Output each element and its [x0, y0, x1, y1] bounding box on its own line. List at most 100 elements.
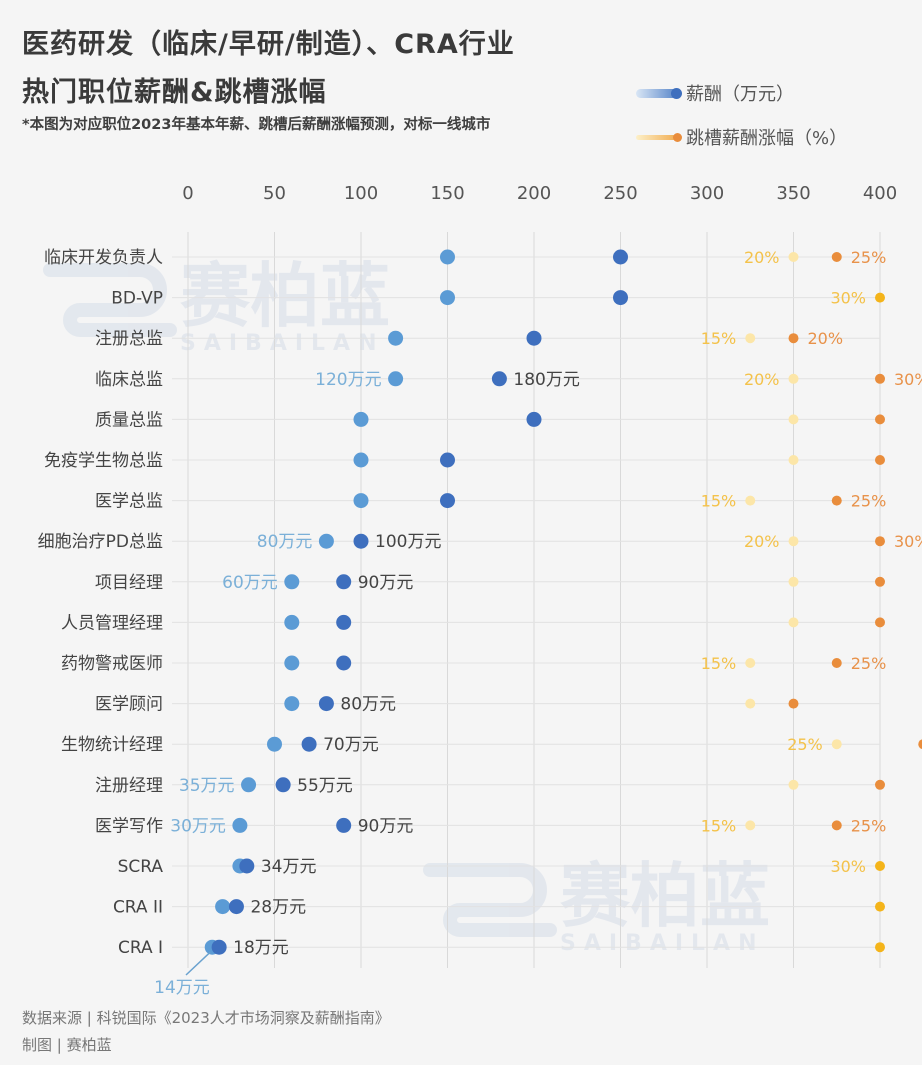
raise-max-label: 30%: [894, 370, 922, 389]
raise-single-dot: [875, 901, 885, 912]
legend-raise-label: 跳槽薪酬涨幅（%）: [686, 128, 848, 149]
salary-max-dot: [526, 411, 542, 427]
row-label: 人员管理经理: [61, 613, 163, 633]
legend-salary-swatch: [636, 87, 682, 99]
row-label: 生物统计经理: [61, 735, 163, 755]
gridlines: [187, 232, 881, 968]
x-tick-label: 100: [344, 183, 378, 204]
raise-max-dot: [788, 333, 799, 344]
salary-min-dot: [440, 249, 455, 265]
salary-max-dot: [336, 574, 352, 590]
raise-max-dot: [875, 373, 885, 384]
salary-min-dot: [215, 899, 231, 915]
x-tick-label: 250: [603, 183, 637, 204]
raise-min-label: 30%: [830, 857, 866, 876]
raise-min-dot: [831, 739, 842, 750]
salary-max-dot: [318, 696, 334, 712]
watermark-latin: SAIBAILAN: [180, 331, 385, 356]
x-tick-label: 50: [263, 183, 286, 204]
raise-max-dot: [831, 658, 842, 668]
salary-max-dot: [228, 899, 244, 915]
raise-max-label: 25%: [851, 248, 887, 267]
raise-min-label: 30%: [830, 289, 866, 308]
row-group: 药物警戒医师 15% 25%: [61, 654, 886, 674]
raise-min-dot: [788, 617, 799, 628]
raise-max-label: 25%: [851, 816, 887, 835]
salary-max-label: 100万元: [375, 532, 441, 552]
salary-min-dot: [284, 614, 300, 630]
row-group: 免疫学生物总监: [44, 451, 885, 471]
row-group: 医学总监 15% 25%: [95, 492, 886, 512]
raise-min-dot: [745, 333, 756, 344]
salary-max-label: 18万元: [233, 938, 289, 958]
salary-min-label: 30万元: [170, 816, 226, 836]
raise-max-dot: [875, 414, 885, 425]
raise-single-dot: [875, 292, 885, 303]
legend-raise-swatch: [636, 132, 682, 142]
raise-single-dot: [875, 861, 885, 871]
salary-min-label: 80万元: [257, 532, 313, 552]
x-tick-label: 400: [863, 183, 897, 204]
salary-max-dot: [336, 614, 352, 630]
watermark-brand: 赛柏蓝: [560, 855, 770, 937]
watermark-brand: 赛柏蓝: [180, 255, 390, 337]
row-label: 药物警戒医师: [61, 654, 163, 674]
salary-max-dot: [440, 493, 455, 509]
row-label: 医学总监: [95, 492, 163, 512]
salary-min-dot: [284, 574, 300, 590]
row-group: BD-VP 30%: [111, 289, 885, 309]
raise-min-label: 20%: [744, 370, 780, 389]
salary-min-dot: [318, 533, 334, 549]
salary-max-dot: [239, 858, 255, 874]
raise-max-dot: [788, 698, 799, 709]
salary-min-label: 120万元: [315, 370, 381, 390]
x-tick-label: 200: [517, 183, 551, 204]
raise-min-label: 15%: [701, 816, 737, 835]
salary-max-dot: [613, 290, 628, 306]
raise-min-label: 15%: [701, 492, 737, 511]
raise-max-dot: [875, 779, 885, 790]
raise-min-dot: [788, 252, 799, 262]
x-tick-label: 0: [182, 183, 193, 204]
salary-max-dot: [613, 249, 628, 265]
legend-salary: 薪酬（万元）: [636, 80, 794, 106]
salary-max-dot: [526, 330, 542, 346]
salary-min-dot: [353, 493, 369, 509]
raise-min-dot: [788, 414, 799, 425]
row-group: 人员管理经理: [61, 613, 885, 633]
chart-title-line1: 医药研发（临床/早研/制造）、CRA行业: [22, 29, 515, 60]
raise-min-dot: [745, 658, 756, 668]
raise-min-dot: [745, 820, 756, 831]
row-group: 项目经理 60万元 90万元: [95, 573, 885, 593]
watermark-logo-icon: [43, 263, 177, 337]
row-label: BD-VP: [111, 289, 163, 309]
raise-max-dot: [831, 252, 842, 262]
salary-max-dot: [440, 452, 455, 468]
row-group: 细胞治疗PD总监 80万元 100万元 20% 30%: [38, 532, 922, 552]
salary-max-label: 80万元: [340, 695, 396, 715]
salary-max-label: 180万元: [513, 370, 579, 390]
chart-subtitle: *本图为对应职位2023年基本年薪、跳槽后薪酬涨幅预测，对标一线城市: [22, 117, 491, 133]
row-label: 医学顾问: [95, 695, 163, 715]
row-group: CRA I 14万元 18万元: [118, 938, 885, 998]
raise-min-label: 15%: [701, 654, 737, 673]
salary-max-label: 90万元: [358, 573, 414, 593]
row-label: 免疫学生物总监: [44, 451, 163, 471]
raise-min-label: 20%: [744, 248, 780, 267]
row-group: CRA II 28万元: [113, 898, 885, 918]
raise-min-dot: [745, 495, 756, 506]
raise-max-label: 25%: [851, 654, 887, 673]
raise-min-dot: [788, 779, 799, 790]
row-label: 质量总监: [95, 410, 163, 430]
legend-salary-label: 薪酬（万元）: [686, 84, 794, 105]
row-label: 注册经理: [95, 776, 163, 796]
raise-min-label: 20%: [744, 532, 780, 551]
salary-max-dot: [301, 736, 317, 752]
salary-min-dot: [388, 371, 404, 387]
salary-max-dot: [353, 533, 369, 549]
salary-min-dot: [284, 696, 300, 712]
